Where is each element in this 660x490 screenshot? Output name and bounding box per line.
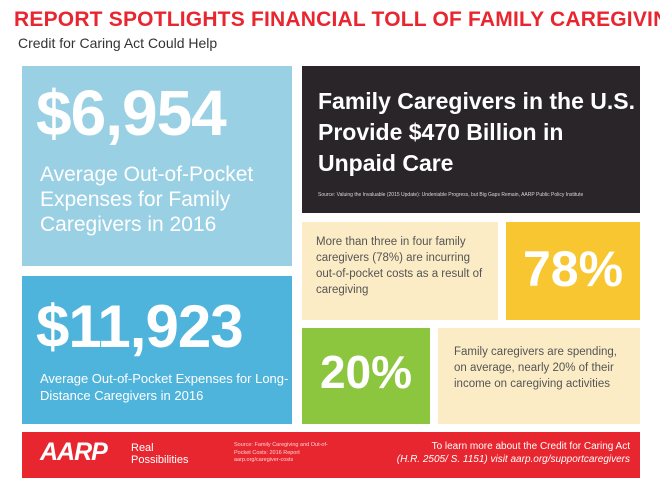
footer-cta-line1: To learn more about the Credit for Carin…: [431, 441, 630, 452]
stat-78-value: 78%: [522, 241, 624, 297]
footer-source: Source: Family Caregiving and Out-of-Poc…: [234, 442, 328, 463]
stat-tile-expenses: [22, 66, 292, 266]
stat-expenses-value: $6,954: [36, 77, 227, 149]
stat-tile-long-distance: [22, 276, 292, 424]
stat-long-distance-description: Average Out-of-Pocket Expenses for Long-…: [40, 371, 289, 403]
headline-source: Source: Valuing the Invaluable (2015 Upd…: [318, 192, 584, 198]
footer-cta: To learn more about the Credit for Carin…: [348, 440, 630, 466]
page-title: REPORT SPOTLIGHTS FINANCIAL TOLL OF FAMI…: [14, 8, 660, 31]
stat-tile-20-text: [438, 328, 640, 424]
stat-78-description: More than three in four family caregiver…: [316, 236, 483, 296]
aarp-logo: AARP: [40, 438, 108, 466]
aarp-tagline: Real Possibilities: [131, 442, 189, 466]
stat-long-distance-value: $11,923: [36, 293, 244, 360]
headline-tile: [302, 66, 640, 213]
stat-20-value: 20%: [319, 346, 413, 398]
headline-text: Family Caregivers in the U.S. Provide $4…: [318, 88, 636, 176]
stat-tile-20: [302, 328, 430, 424]
footer-bar: [22, 432, 640, 478]
page-subtitle: Credit for Caring Act Could Help: [18, 35, 218, 51]
stat-20-description: Family caregivers are spending, on avera…: [454, 346, 617, 390]
stat-tile-78: [506, 222, 640, 320]
footer-cta-line2[interactable]: (H.R. 2505/ S. 1151) visit aarp.org/supp…: [396, 454, 630, 465]
stat-expenses-description: Average Out-of-Pocket Expenses for Famil…: [40, 163, 254, 236]
stat-tile-78-text: [302, 222, 498, 320]
